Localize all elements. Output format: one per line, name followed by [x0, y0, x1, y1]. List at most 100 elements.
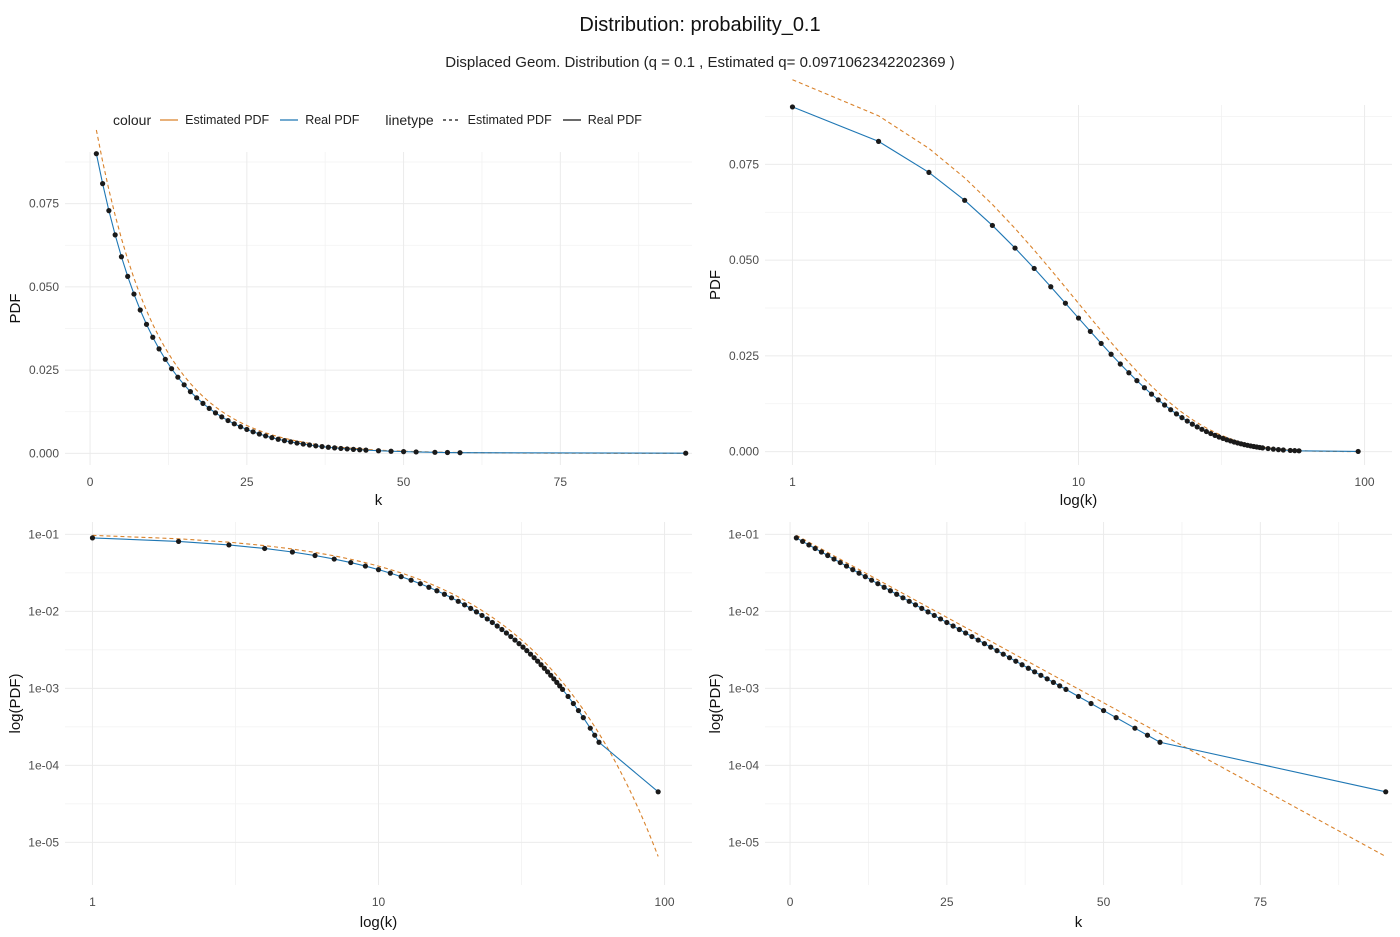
data-point [1259, 445, 1266, 451]
legend-colour-real: Real PDF [279, 113, 359, 127]
series-real-pdf [95, 153, 686, 454]
legend-colour-real-label: Real PDF [305, 113, 360, 127]
data-point [150, 334, 156, 340]
series-estimated-pdf [792, 79, 1359, 453]
data-point [527, 651, 534, 657]
data-point [1100, 707, 1107, 714]
data-point [112, 232, 118, 238]
data-point [544, 669, 551, 675]
data-point [565, 693, 571, 700]
observed-points [89, 535, 661, 795]
series-real-pdf [792, 106, 1359, 452]
legend-linetype-real-key [562, 114, 582, 126]
data-point [975, 637, 981, 643]
data-point [812, 545, 818, 552]
data-point [1006, 655, 1013, 661]
y-tick-label: 1e-03 [28, 681, 59, 695]
data-point [1038, 672, 1044, 678]
data-point [325, 444, 331, 450]
x-tick-label: 25 [940, 895, 954, 909]
data-point [1032, 669, 1038, 675]
data-point [818, 549, 825, 555]
data-point [850, 567, 856, 573]
data-point [1113, 715, 1119, 721]
x-tick-label: 75 [554, 475, 568, 489]
x-tick-label: 10 [372, 895, 386, 909]
data-point [400, 449, 407, 455]
data-point [1012, 245, 1018, 251]
y-tick-label: 1e-02 [728, 604, 759, 618]
data-point [1157, 739, 1163, 745]
data-point [1031, 265, 1037, 272]
data-point [1212, 432, 1218, 438]
data-point [1265, 445, 1271, 452]
data-point [288, 439, 294, 445]
x-axis-label: k [375, 492, 383, 509]
data-point [1048, 284, 1054, 290]
data-point [313, 443, 319, 449]
data-point [441, 591, 448, 597]
y-axis-label: PDF [7, 294, 24, 324]
data-point [106, 208, 112, 214]
data-point [181, 382, 187, 388]
data-point [118, 254, 125, 260]
data-point [175, 538, 182, 545]
data-point [455, 598, 461, 604]
data-point [375, 448, 382, 454]
legend: colour Estimated PDF Real PDF linetype E… [113, 110, 652, 130]
data-point [1098, 340, 1104, 347]
y-axis-label: log(PDF) [7, 673, 24, 733]
legend-colour-estimated: Estimated PDF [159, 113, 269, 127]
panel-bottom-left: 1 10 100 1e-01 1e-02 1e-03 1e-04 1e-05 log(k) log… [7, 522, 692, 931]
data-point [494, 623, 500, 629]
legend-linetype-estimated-key [442, 114, 462, 126]
data-point [1179, 415, 1185, 421]
data-point [499, 626, 505, 633]
data-point [950, 623, 956, 629]
data-point [919, 605, 925, 611]
data-point [275, 436, 281, 442]
y-tick-label: 0.025 [729, 349, 759, 363]
panel-top-right: 1 10 100 0.000 0.025 0.050 0.075 log(k) PDF [707, 79, 1392, 509]
data-point [1088, 700, 1094, 707]
legend-colour-estimated-label: Estimated PDF [185, 113, 270, 127]
data-point [398, 574, 404, 580]
x-axis-label: log(k) [360, 914, 398, 931]
data-point [1287, 447, 1293, 454]
x-tick-label: 10 [1072, 475, 1086, 489]
x-tick-label: 50 [1097, 895, 1111, 909]
data-point [655, 789, 661, 795]
data-point [348, 559, 354, 566]
data-point [338, 445, 344, 452]
data-point [1144, 732, 1151, 738]
observed-points [789, 104, 1361, 455]
data-point [520, 644, 526, 650]
y-tick-label: 1e-05 [28, 835, 59, 849]
data-point [1057, 683, 1063, 689]
data-point [226, 542, 232, 548]
y-tick-label: 0.000 [29, 446, 59, 460]
data-point [570, 700, 576, 707]
data-point [981, 641, 988, 647]
panel-top-left: 0 25 50 75 0.000 0.025 0.050 0.075 k PDF [7, 129, 692, 509]
data-point [1155, 397, 1161, 403]
data-point [554, 679, 560, 685]
data-point [862, 574, 868, 580]
data-point [200, 400, 206, 406]
data-point [237, 424, 244, 430]
data-point [1117, 361, 1123, 367]
data-point [524, 648, 530, 654]
data-point [1208, 430, 1214, 437]
data-point [1108, 351, 1114, 357]
data-point [963, 630, 969, 636]
x-tick-label: 50 [397, 475, 411, 489]
y-tick-label: 0.050 [729, 253, 759, 267]
data-point [587, 725, 593, 731]
data-point [1173, 411, 1180, 417]
x-tick-label: 0 [87, 475, 94, 489]
data-point [1162, 402, 1168, 408]
data-point [1383, 789, 1389, 795]
x-tick-label: 100 [1355, 475, 1375, 489]
data-point [535, 658, 541, 664]
data-point [800, 538, 806, 545]
